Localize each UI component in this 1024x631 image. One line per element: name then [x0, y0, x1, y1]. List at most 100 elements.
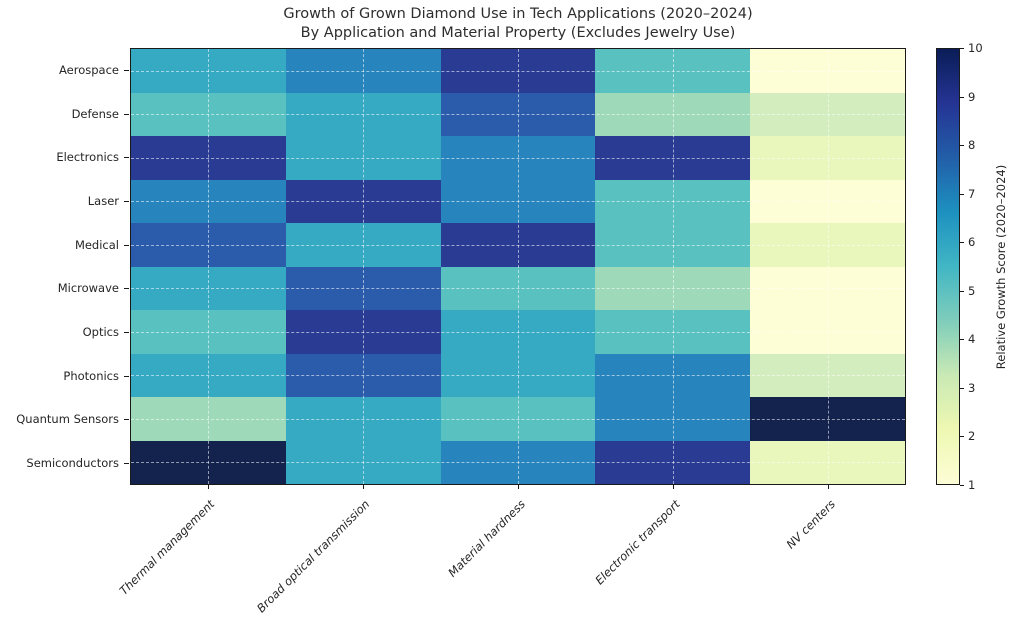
- x-tick-label: NV centers: [783, 497, 839, 552]
- heatmap-cell: [750, 136, 905, 180]
- y-tick-mark: [124, 200, 129, 202]
- y-tick-label: Laser: [87, 193, 119, 208]
- heatmap-cell: [750, 179, 905, 223]
- heatmap-cell: [131, 310, 286, 354]
- colorbar-tick-label: 4: [968, 332, 976, 347]
- colorbar-tick-mark: [960, 48, 964, 49]
- heatmap-cell: [750, 92, 905, 136]
- heatmap-cell: [750, 440, 905, 484]
- x-tick-label: Material hardness: [445, 497, 528, 580]
- colorbar-label-wrap: Relative Growth Score (2020–2024): [988, 48, 1014, 485]
- heatmap-cell: [440, 310, 596, 354]
- heatmap-cell: [285, 440, 441, 484]
- heatmap-cell: [285, 310, 441, 354]
- heatmap-cell: [131, 49, 286, 93]
- colorbar-tick-label: 3: [968, 380, 976, 395]
- heatmap-cell: [750, 266, 905, 310]
- heatmap-cell: [131, 223, 286, 267]
- heatmap-cell: [131, 136, 286, 180]
- heatmap-cell: [285, 397, 441, 441]
- heatmap-cell: [595, 397, 751, 441]
- colorbar-ticks: 1 2 3 4 5 6 7 8 9 10: [960, 41, 1002, 492]
- heatmap-cell: [750, 223, 905, 267]
- x-axis-labels: Thermal management Broad optical transmis…: [117, 485, 906, 631]
- y-tick-label: Quantum Sensors: [16, 412, 119, 427]
- colorbar-label: Relative Growth Score (2020–2024): [994, 164, 1008, 369]
- x-tick-label: Thermal management: [116, 497, 218, 598]
- heatmap-cell: [285, 353, 441, 397]
- colorbar-tick-mark: [960, 96, 964, 98]
- colorbar-tick-mark: [960, 145, 964, 147]
- colorbar-tick-mark: [960, 242, 964, 244]
- heatmap-cell: [131, 353, 286, 397]
- x-tick-mark: [828, 485, 830, 489]
- y-tick-label: Aerospace: [59, 62, 119, 77]
- colorbar-tick-label: 2: [968, 429, 976, 444]
- x-tick-mark: [207, 485, 209, 489]
- y-tick-mark: [124, 419, 129, 421]
- heatmap-cell: [595, 353, 751, 397]
- y-tick-label: Medical: [74, 237, 119, 252]
- heatmap-cell: [285, 223, 441, 267]
- heatmap-cell: [285, 49, 441, 93]
- y-tick-label: Semiconductors: [26, 456, 119, 471]
- chart-title-line-2: By Application and Material Property (Ex…: [300, 25, 736, 41]
- colorbar-tick-mark: [960, 193, 964, 195]
- y-axis-labels: Aerospace Defense Electronics Laser Medical M…: [0, 48, 130, 485]
- heatmap-cell: [595, 223, 751, 267]
- heatmap-grid: [131, 49, 905, 484]
- heatmap-cell: [131, 92, 286, 136]
- heatmap-cell: [750, 397, 905, 441]
- x-tick-mark: [673, 485, 675, 489]
- y-tick-mark: [124, 332, 129, 334]
- colorbar-tick-label: 5: [968, 283, 976, 298]
- colorbar-tick-mark: [960, 290, 964, 292]
- heatmap-cell: [440, 136, 596, 180]
- heatmap-cell: [440, 92, 596, 136]
- heatmap-cell: [285, 179, 441, 223]
- colorbar-tick-label: 1: [968, 478, 976, 492]
- colorbar: [936, 48, 960, 485]
- heatmap-cell: [440, 397, 596, 441]
- x-tick-mark: [362, 485, 364, 489]
- colorbar-tick-mark: [960, 436, 964, 438]
- heatmap-cell: [750, 310, 905, 354]
- colorbar-tick-label: 7: [968, 186, 976, 201]
- heatmap-cell: [131, 440, 286, 484]
- colorbar-tick-mark: [960, 485, 964, 486]
- y-tick-label: Electronics: [56, 150, 119, 165]
- heatmap-cell: [285, 136, 441, 180]
- y-tick-mark: [124, 463, 129, 465]
- y-tick-mark: [124, 375, 129, 377]
- heatmap-cell: [595, 440, 751, 484]
- colorbar-tick-mark: [960, 339, 964, 341]
- heatmap-cell: [595, 136, 751, 180]
- heatmap-cell: [595, 310, 751, 354]
- colorbar-tick-label: 9: [968, 89, 976, 104]
- y-tick-mark: [124, 69, 129, 71]
- colorbar-tick-label: 6: [968, 235, 976, 250]
- heatmap-cell: [595, 266, 751, 310]
- chart-title-line-1: Growth of Grown Diamond Use in Tech Appl…: [283, 6, 753, 22]
- heatmap-cell: [750, 353, 905, 397]
- heatmap-cell: [440, 353, 596, 397]
- heatmap-cell: [285, 92, 441, 136]
- heatmap-cell: [440, 266, 596, 310]
- y-tick-label: Optics: [82, 325, 119, 340]
- heatmap-plot-area: [130, 48, 906, 485]
- y-tick-label: Photonics: [63, 368, 119, 383]
- heatmap-cell: [440, 223, 596, 267]
- colorbar-tick-mark: [960, 387, 964, 389]
- y-tick-mark: [124, 113, 129, 115]
- colorbar-tick-label: 8: [968, 138, 976, 153]
- x-tick-label: Broad optical transmission: [254, 497, 373, 616]
- y-tick-label: Microwave: [57, 281, 119, 296]
- heatmap-cell: [285, 266, 441, 310]
- y-tick-mark: [124, 288, 129, 290]
- heatmap-cell: [750, 49, 905, 93]
- y-tick-label: Defense: [71, 106, 119, 121]
- y-tick-mark: [124, 244, 129, 246]
- heatmap-cell: [595, 49, 751, 93]
- x-tick-label: Electronic transport: [592, 497, 684, 588]
